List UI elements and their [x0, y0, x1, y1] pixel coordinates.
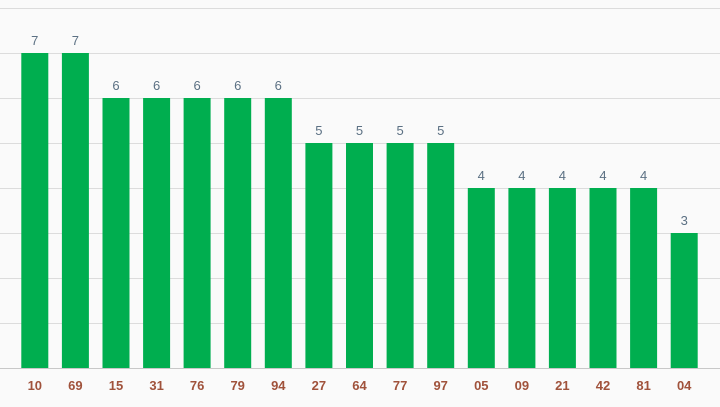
bar-97 — [427, 143, 455, 368]
value-label-10: 7 — [31, 33, 38, 48]
category-label-77: 77 — [393, 378, 407, 393]
value-label-42: 4 — [599, 168, 606, 183]
bars — [21, 53, 698, 368]
bar-27 — [305, 143, 333, 368]
value-label-94: 6 — [275, 78, 282, 93]
category-label-69: 69 — [68, 378, 82, 393]
value-label-79: 6 — [234, 78, 241, 93]
bar-81 — [630, 188, 658, 368]
category-label-97: 97 — [433, 378, 447, 393]
category-label-21: 21 — [555, 378, 569, 393]
value-label-31: 6 — [153, 78, 160, 93]
category-label-94: 94 — [271, 378, 286, 393]
bar-94 — [264, 98, 292, 368]
bar-64 — [346, 143, 373, 368]
category-label-04: 04 — [677, 378, 692, 393]
bar-09 — [508, 188, 536, 368]
data-labels: 7 7 6 6 6 6 6 5 5 5 5 4 4 4 4 4 3 — [31, 33, 688, 228]
category-label-64: 64 — [352, 378, 367, 393]
value-label-81: 4 — [640, 168, 647, 183]
value-label-05: 4 — [478, 168, 485, 183]
value-label-09: 4 — [518, 168, 525, 183]
category-label-31: 31 — [149, 378, 163, 393]
category-label-81: 81 — [636, 378, 650, 393]
category-label-76: 76 — [190, 378, 204, 393]
value-label-77: 5 — [396, 123, 403, 138]
category-label-27: 27 — [312, 378, 326, 393]
bar-76 — [183, 98, 211, 368]
bar-79 — [224, 98, 252, 368]
bar-77 — [386, 143, 414, 368]
value-label-69: 7 — [72, 33, 79, 48]
bar-69 — [61, 53, 89, 368]
category-label-79: 79 — [230, 378, 244, 393]
value-label-04: 3 — [681, 213, 688, 228]
category-label-09: 09 — [515, 378, 529, 393]
bar-05 — [467, 188, 495, 368]
bar-31 — [143, 98, 171, 368]
value-label-76: 6 — [193, 78, 200, 93]
value-label-21: 4 — [559, 168, 566, 183]
category-label-05: 05 — [474, 378, 488, 393]
bar-42 — [589, 188, 617, 368]
category-label-42: 42 — [596, 378, 610, 393]
category-label-15: 15 — [109, 378, 123, 393]
value-label-97: 5 — [437, 123, 444, 138]
value-label-15: 6 — [112, 78, 119, 93]
bar-04 — [670, 233, 698, 368]
value-label-64: 5 — [356, 123, 363, 138]
category-label-10: 10 — [28, 378, 42, 393]
bar-10 — [21, 53, 49, 368]
x-axis-tick-labels: 10 69 15 31 76 79 94 27 64 77 97 05 09 21 42 81 04 — [28, 378, 693, 393]
bar-15 — [102, 98, 130, 368]
bar-21 — [548, 188, 576, 368]
value-label-27: 5 — [315, 123, 322, 138]
